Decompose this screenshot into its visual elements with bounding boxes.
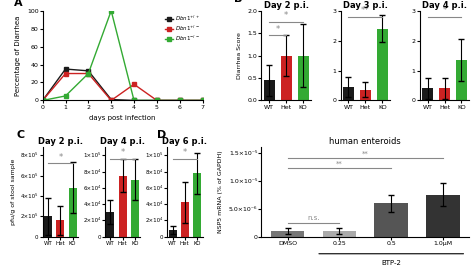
Text: **: ** (336, 161, 343, 167)
X-axis label: days post infection: days post infection (90, 115, 156, 121)
Y-axis label: NSP5 mRNA (% of GAPDH): NSP5 mRNA (% of GAPDH) (218, 151, 223, 233)
$\it{Dbn1}$$^{+/-}$ (85, 72, 91, 75)
Bar (69, 188, 77, 237)
Text: A: A (14, 0, 22, 8)
Title: Day 6 p.i.: Day 6 p.i. (162, 137, 207, 146)
Bar (193, 173, 201, 237)
Text: *: * (284, 11, 288, 20)
$\it{Dbn1}$$^{+/-}$ (40, 99, 46, 102)
Bar (426, 195, 460, 237)
Text: B: B (234, 0, 243, 4)
Bar (439, 89, 450, 100)
Title: human enteroids: human enteroids (329, 137, 401, 146)
Bar (456, 60, 467, 100)
Bar (169, 230, 176, 237)
Bar (374, 203, 408, 237)
$\it{Dbn1}$$^{-/-}$ (63, 94, 68, 98)
Bar (56, 220, 64, 237)
Bar (107, 212, 114, 237)
$\it{Dbn1}$$^{+/-}$ (63, 72, 68, 75)
Bar (264, 80, 274, 100)
Bar (377, 29, 388, 100)
$\it{Dbn1}$$^{+/+}$ (109, 98, 114, 101)
Title: Day 2 p.i.: Day 2 p.i. (38, 137, 83, 146)
$\it{Dbn1}$$^{+/+}$ (131, 99, 137, 102)
Line: $\it{Dbn1}$$^{-/-}$: $\it{Dbn1}$$^{-/-}$ (41, 9, 204, 102)
Bar (181, 203, 189, 237)
Text: BTP-2: BTP-2 (381, 260, 401, 266)
$\it{Dbn1}$$^{+/+}$ (200, 99, 205, 102)
$\it{Dbn1}$$^{+/-}$ (154, 99, 160, 102)
$\it{Dbn1}$$^{+/-}$ (200, 99, 205, 102)
$\it{Dbn1}$$^{+/-}$ (131, 83, 137, 86)
Bar (298, 56, 309, 100)
$\it{Dbn1}$$^{+/+}$ (154, 99, 160, 102)
Bar (360, 90, 371, 100)
$\it{Dbn1}$$^{+/-}$ (109, 99, 114, 102)
Title: Day 4 p.i.: Day 4 p.i. (100, 137, 145, 146)
$\it{Dbn1}$$^{-/-}$ (40, 99, 46, 102)
Title: Day 2 p.i.: Day 2 p.i. (264, 1, 309, 10)
Text: **: ** (361, 6, 370, 15)
Text: *: * (120, 148, 125, 157)
Bar (118, 176, 127, 237)
Bar (323, 231, 356, 237)
Title: Day 3 p.i.: Day 3 p.i. (343, 1, 388, 10)
$\it{Dbn1}$$^{-/-}$ (154, 99, 160, 102)
Text: *: * (182, 148, 187, 157)
Bar (44, 216, 52, 237)
Line: $\it{Dbn1}$$^{+/+}$: $\it{Dbn1}$$^{+/+}$ (41, 67, 204, 102)
Y-axis label: Percentage of Diarrhea: Percentage of Diarrhea (15, 15, 21, 96)
$\it{Dbn1}$$^{+/+}$ (85, 69, 91, 72)
Title: Day 4 p.i.: Day 4 p.i. (422, 1, 467, 10)
Y-axis label: Diarrhea Score: Diarrhea Score (237, 32, 242, 79)
$\it{Dbn1}$$^{+/+}$ (177, 99, 182, 102)
$\it{Dbn1}$$^{-/-}$ (109, 9, 114, 12)
Text: n.s.: n.s. (307, 215, 320, 221)
$\it{Dbn1}$$^{+/+}$ (40, 99, 46, 102)
Bar (281, 56, 292, 100)
Text: **: ** (362, 151, 369, 157)
Bar (271, 231, 304, 237)
Text: *: * (58, 153, 63, 162)
Bar (343, 87, 354, 100)
Text: D: D (157, 130, 167, 140)
Bar (422, 89, 433, 100)
Text: C: C (16, 130, 24, 140)
Legend: $\it{Dbn1}$$^{+/+}$, $\it{Dbn1}$$^{+/-}$, $\it{Dbn1}$$^{-/-}$: $\it{Dbn1}$$^{+/+}$, $\it{Dbn1}$$^{+/-}$… (165, 13, 200, 43)
$\it{Dbn1}$$^{-/-}$ (200, 99, 205, 102)
$\it{Dbn1}$$^{-/-}$ (85, 72, 91, 75)
Text: *: * (275, 25, 280, 34)
$\it{Dbn1}$$^{+/-}$ (177, 99, 182, 102)
Text: *: * (442, 6, 447, 15)
Line: $\it{Dbn1}$$^{+/-}$: $\it{Dbn1}$$^{+/-}$ (41, 72, 204, 102)
$\it{Dbn1}$$^{-/-}$ (177, 99, 182, 102)
Y-axis label: pfu/g of stool sample: pfu/g of stool sample (10, 159, 16, 225)
$\it{Dbn1}$$^{+/+}$ (63, 68, 68, 71)
$\it{Dbn1}$$^{-/-}$ (131, 99, 137, 102)
Bar (131, 180, 139, 237)
